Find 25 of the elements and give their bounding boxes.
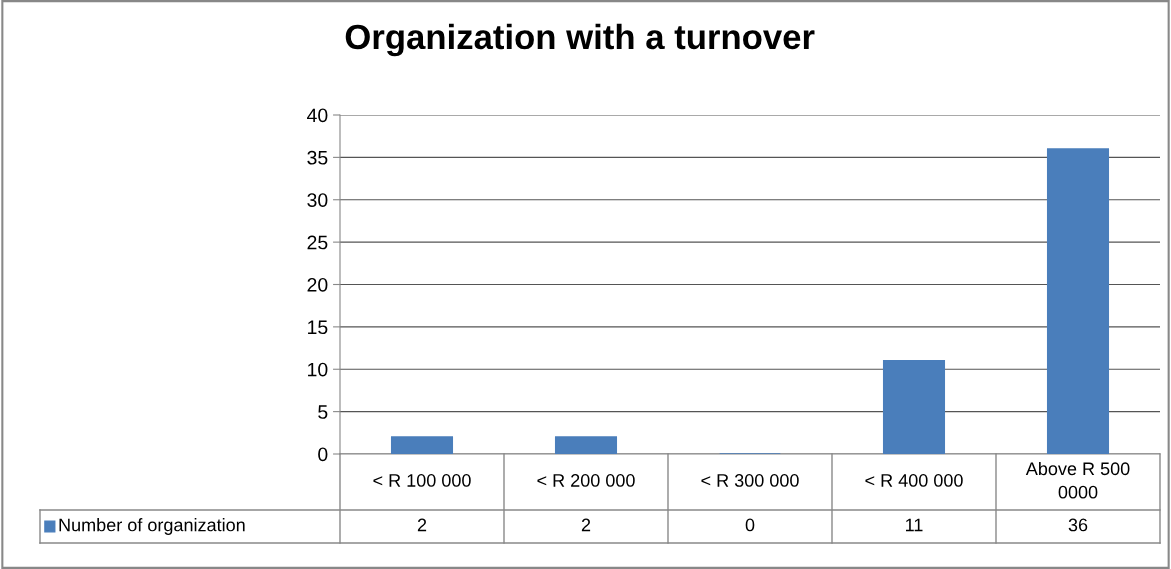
- legend-label: Number of organization: [59, 518, 245, 535]
- x-tick-label: Above R 500 0000: [1025, 461, 1130, 499]
- y-tick-label: 35: [307, 150, 328, 165]
- y-tick-label: 0: [318, 447, 328, 462]
- y-tick-label: 15: [308, 320, 328, 335]
- data-label: 11: [906, 518, 923, 532]
- y-tick-label: 20: [307, 277, 328, 292]
- x-tick-label: < R 300 000: [701, 474, 799, 487]
- y-tick-label: 30: [307, 193, 328, 207]
- y-tick-label: 40: [307, 108, 328, 123]
- y-tick-label: 5: [318, 405, 328, 419]
- x-tick-label: < R 100 000: [373, 474, 471, 487]
- data-label: 2: [581, 518, 591, 532]
- data-label: 36: [1068, 518, 1088, 532]
- chart-title: Organization with a turnover: [345, 23, 815, 57]
- x-tick-label: < R 200 000: [537, 474, 635, 487]
- y-tick-label: 25: [307, 235, 328, 250]
- bar: [1046, 148, 1110, 454]
- bar: [882, 360, 946, 454]
- x-tick-label: < R 400 000: [865, 474, 963, 487]
- bar: [390, 436, 454, 454]
- data-label: 2: [417, 518, 427, 532]
- data-label: 0: [745, 518, 755, 532]
- y-tick-label: 10: [308, 362, 328, 377]
- bar: [554, 436, 618, 454]
